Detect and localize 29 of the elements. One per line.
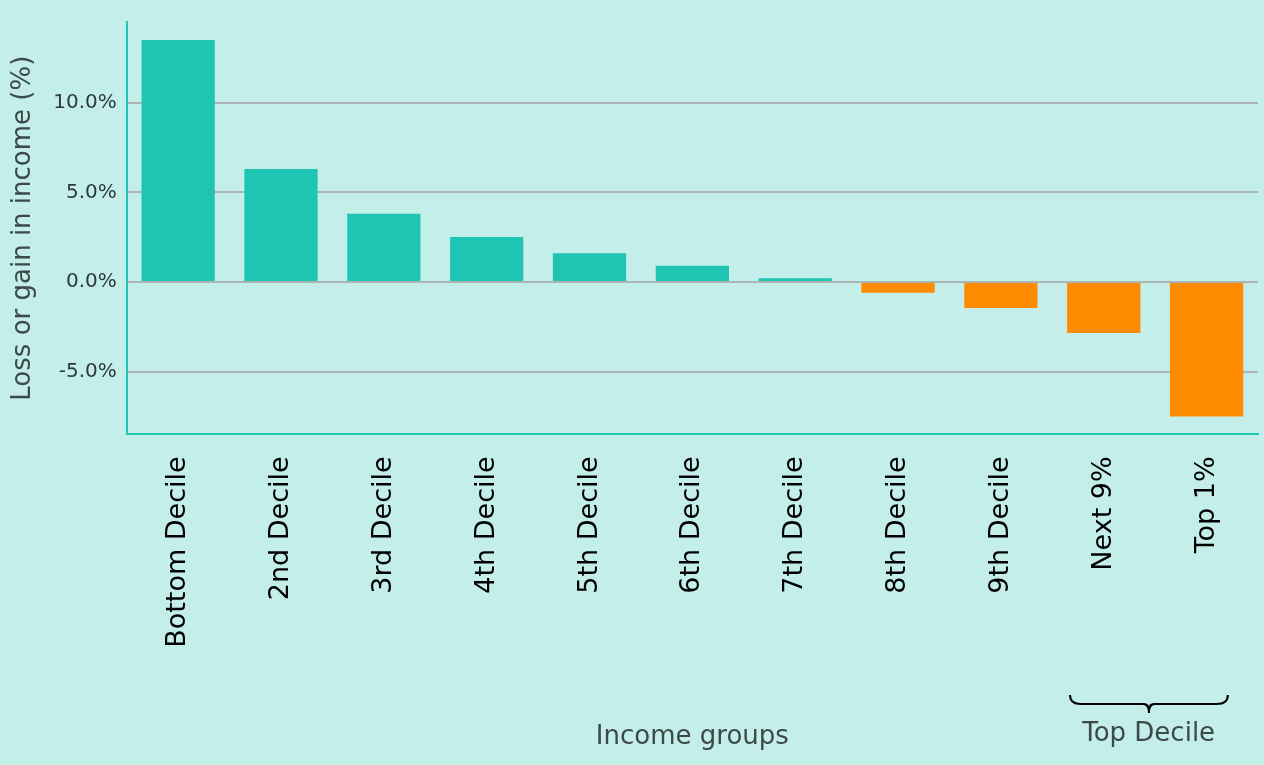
y-tick-label: 0.0%: [65, 268, 117, 293]
x-tick-label: 5th Decile: [571, 456, 603, 594]
bar: [347, 213, 421, 281]
x-tick-label: 2nd Decile: [263, 456, 295, 601]
bar: [450, 237, 524, 281]
bar: [655, 265, 730, 281]
x-axis-title: Income groups: [595, 720, 789, 751]
bar: [552, 253, 627, 281]
bar: [1067, 282, 1141, 334]
x-tick-label: 8th Decile: [880, 456, 912, 594]
bar: [758, 278, 832, 281]
x-tick-label: 7th Decile: [777, 456, 809, 594]
x-tick-label: 3rd Decile: [365, 456, 397, 594]
x-tick-label: 4th Decile: [468, 456, 500, 594]
x-tick-label: 6th Decile: [674, 456, 706, 594]
bar: [244, 169, 318, 281]
x-tick-label: 9th Decile: [982, 456, 1014, 594]
x-tick-label: Top 1%: [1188, 456, 1220, 555]
y-tick-label: -5.0%: [58, 357, 117, 382]
x-tick-label: Next 9%: [1085, 456, 1117, 571]
x-tick-label: Bottom Decile: [160, 456, 192, 648]
y-tick-label: 5.0%: [65, 178, 117, 203]
y-axis-title: Loss or gain in income (%): [6, 55, 37, 401]
text: Top Decile: [1082, 717, 1216, 747]
bar: [141, 39, 215, 281]
bar: [1169, 282, 1244, 417]
bar: [964, 282, 1038, 308]
y-tick-label: 10.0%: [53, 88, 117, 113]
bar: [861, 282, 935, 293]
